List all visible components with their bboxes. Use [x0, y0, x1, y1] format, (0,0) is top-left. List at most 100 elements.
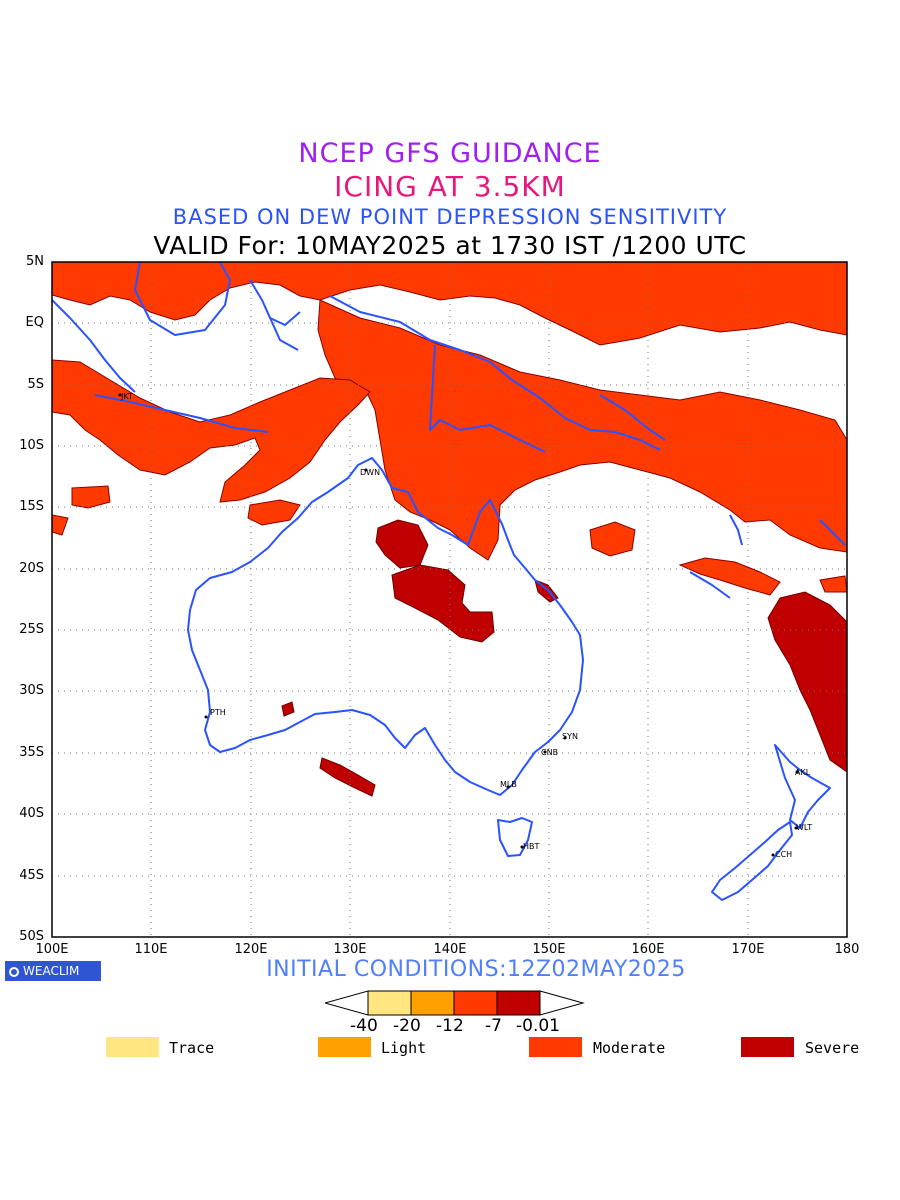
city-label-cch: CCH — [775, 850, 793, 859]
lat-label-eq: EQ — [25, 315, 44, 330]
title-line-2: ICING AT 3.5KM — [334, 170, 566, 203]
initial-conditions: INITIAL CONDITIONS:12Z02MAY2025 — [266, 957, 686, 982]
borneo-coastline — [134, 262, 231, 336]
colorbar-bin-light — [410, 990, 455, 1016]
new-zealand-south-coastline — [711, 821, 793, 901]
solomon-coastline — [599, 394, 666, 441]
lat-lon-grid — [52, 262, 847, 937]
lon-label-130e: 130E — [333, 942, 367, 957]
title-line-1: NCEP GFS GUIDANCE — [298, 138, 602, 169]
icing-area-west-islands — [52, 485, 111, 536]
colorbar-bin-severe — [496, 990, 541, 1016]
lat-label-15s: 15S — [19, 499, 44, 514]
city-dot — [794, 826, 798, 830]
lat-label-35s: 35S — [19, 745, 44, 760]
city-label-cnb: CNB — [541, 748, 559, 757]
city-markers — [118, 393, 799, 857]
new-guinea-coastline — [329, 295, 661, 453]
city-dot — [506, 785, 510, 789]
city-label-dwn: DWN — [360, 468, 381, 477]
city-label-syn: SYN — [562, 732, 578, 741]
tasmania-coastline — [497, 817, 533, 857]
icing-area-east — [819, 575, 847, 593]
colorbar — [325, 990, 585, 1016]
icing-area-coral-sea-blob — [589, 521, 636, 557]
lat-label-20s: 20S — [19, 561, 44, 576]
city-dot — [543, 750, 547, 754]
colorbar-bin-moderate — [453, 990, 498, 1016]
lat-label-40s: 40S — [19, 806, 44, 821]
city-label-akl: AKL — [795, 768, 811, 777]
icing-area-new-caledonia — [678, 557, 781, 596]
moderate-icing-areas — [52, 262, 847, 596]
legend-swatch-severe — [741, 1037, 794, 1057]
city-dot — [520, 845, 524, 849]
brand-name: WEACLIM — [23, 964, 80, 978]
legend-swatch-light — [318, 1037, 371, 1057]
colorbar-tick-1: -40 — [350, 1016, 378, 1036]
severe-icing-bight — [319, 757, 376, 797]
legend-swatch-trace — [106, 1037, 159, 1057]
colorbar-tick-5: -0.01 — [516, 1016, 560, 1036]
city-label-hbt: HBT — [523, 842, 540, 851]
valid-time-title: VALID For: 10MAY2025 at 1730 IST /1200 U… — [153, 231, 747, 260]
lon-label-110e: 110E — [134, 942, 168, 957]
severe-icing-carpentaria — [375, 519, 429, 569]
lon-label-160e: 160E — [631, 942, 665, 957]
title-line-3: BASED ON DEW POINT DEPRESSION SENSITIVIT… — [172, 205, 728, 229]
lon-label-150e: 150E — [532, 942, 566, 957]
severe-icing-tasman — [767, 591, 847, 773]
colorbar-left-arrow — [325, 990, 369, 1016]
city-dot — [795, 770, 799, 774]
city-label-pth: PTH — [210, 708, 226, 717]
colorbar-bin-trace — [367, 990, 412, 1016]
legend-label-moderate: Moderate — [593, 1039, 666, 1057]
legend-label-light: Light — [381, 1039, 427, 1057]
legend-swatch-moderate — [529, 1037, 582, 1057]
vanuatu-coastline — [729, 514, 743, 546]
copyright-icon — [9, 967, 19, 977]
fiji-coastline — [819, 519, 846, 546]
lon-label-140e: 140E — [433, 942, 467, 957]
city-dot — [563, 736, 567, 740]
coastlines — [52, 262, 846, 901]
sulawesi-coastline — [249, 279, 301, 351]
map-frame — [51, 261, 848, 938]
lat-label-45s: 45S — [19, 868, 44, 883]
colorbar-right-arrow — [539, 990, 585, 1016]
lon-label-100e: 100E — [35, 942, 69, 957]
city-dot — [364, 468, 368, 472]
city-label-wlt: WLT — [796, 823, 813, 832]
city-dot — [118, 393, 122, 397]
lon-label-170e: 170E — [731, 942, 765, 957]
city-dot — [771, 853, 775, 857]
colorbar-tick-3: -12 — [436, 1016, 464, 1036]
lat-label-10s: 10S — [19, 438, 44, 453]
severe-icing-wa — [281, 701, 295, 717]
lat-label-50s: 50S — [19, 929, 44, 944]
colorbar-tick-2: -20 — [393, 1016, 421, 1036]
severe-icing-areas — [281, 519, 847, 797]
city-dot — [204, 715, 208, 719]
new-zealand-north-coastline — [774, 744, 831, 829]
legend-label-severe: Severe — [805, 1039, 860, 1057]
lat-label-5n: 5N — [26, 254, 44, 269]
city-label-jkt: JKT — [121, 392, 133, 401]
icing-area-timor — [247, 499, 301, 526]
colorbar-tick-4: -7 — [485, 1016, 502, 1036]
city-label-mlb: MLB — [500, 780, 517, 789]
legend-label-trace: Trace — [169, 1039, 215, 1057]
lon-label-120e: 120E — [234, 942, 268, 957]
australia-coastline — [187, 457, 584, 796]
sumatra-coastline — [52, 299, 136, 393]
new-caledonia-coastline — [689, 571, 731, 599]
lat-label-25s: 25S — [19, 622, 44, 637]
lat-label-30s: 30S — [19, 683, 44, 698]
lat-label-5s: 5S — [27, 377, 44, 392]
lon-label-180: 180 — [834, 942, 860, 957]
severe-icing-qld-inland — [391, 564, 495, 643]
icing-area-java — [52, 359, 371, 503]
java-coastline — [94, 394, 269, 433]
weaclim-logo: WEACLIM — [5, 961, 101, 981]
